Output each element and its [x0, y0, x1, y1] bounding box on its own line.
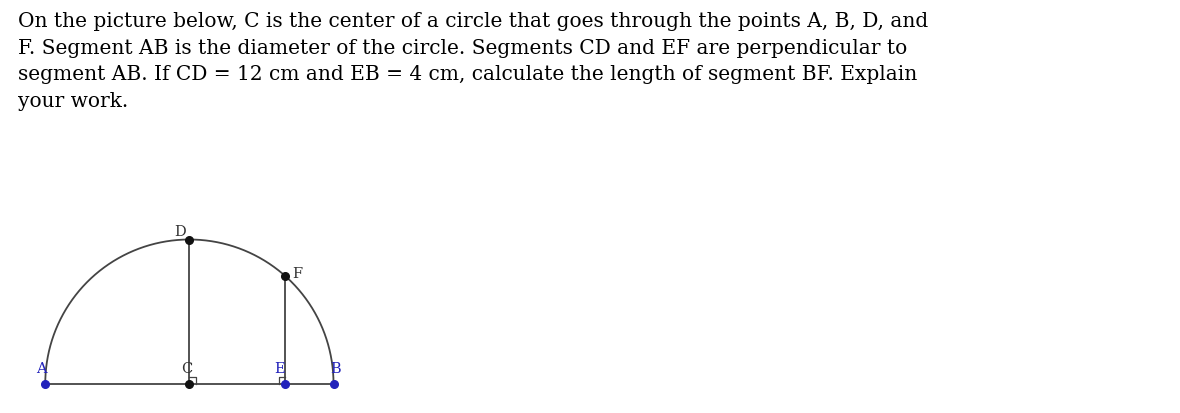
Text: D: D	[173, 225, 185, 239]
Text: C: C	[182, 361, 192, 375]
Text: A: A	[37, 361, 47, 375]
Text: F: F	[293, 266, 302, 280]
Text: B: B	[330, 361, 341, 375]
Text: E: E	[274, 361, 284, 375]
Text: On the picture below, C is the center of a circle that goes through the points A: On the picture below, C is the center of…	[18, 12, 927, 111]
